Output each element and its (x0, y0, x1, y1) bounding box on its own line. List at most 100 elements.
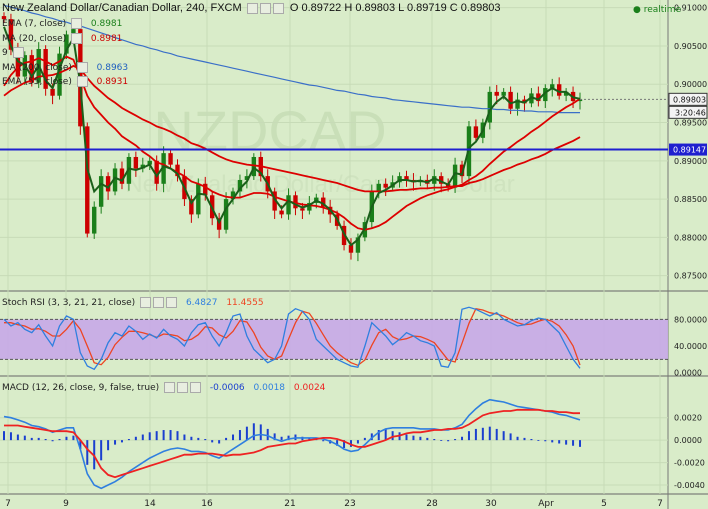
close-icon[interactable] (166, 297, 178, 308)
settings-icon[interactable] (71, 33, 83, 44)
candle-body (577, 99, 583, 102)
macd-histogram-bar (273, 433, 276, 441)
eye-icon[interactable] (246, 2, 258, 14)
candle-body (348, 245, 354, 253)
macd-tick-label: -0.0040 (674, 481, 705, 490)
close-icon[interactable] (190, 382, 202, 393)
macd-legend[interactable]: MACD (12, 26, close, 9, false, true) -0.… (2, 382, 325, 393)
ohlc-o-label: O (289, 2, 299, 14)
candle-body (50, 88, 55, 96)
macd-histogram-bar (100, 440, 103, 461)
macd-histogram-bar (336, 440, 339, 446)
macd-histogram-bar (37, 437, 40, 441)
macd-histogram-bar (558, 440, 561, 444)
candle-body (404, 176, 409, 180)
legend-ma200[interactable]: MA (200, close) 0.8963 (2, 62, 128, 73)
candle-body (8, 19, 14, 50)
macd-line (3, 398, 581, 490)
candle-body (196, 183, 201, 215)
stoch-d-line (4, 307, 581, 367)
realtime-label: realtime (643, 5, 682, 15)
legend-ema55[interactable]: EMA (55, close) 0.8931 (2, 76, 128, 87)
close-icon[interactable] (272, 2, 284, 14)
macd-histogram-bar (280, 436, 283, 441)
candle-body (515, 99, 520, 109)
macd-line-value: 0.0018 (253, 383, 286, 393)
price-tick-label: 0.87500 (674, 272, 707, 281)
legend-ema55-value: 0.8931 (96, 77, 129, 87)
macd-histogram-bar (377, 430, 380, 441)
legend-ema7-label: EMA (7, close) (2, 19, 67, 29)
macd-histogram-bar (23, 435, 26, 441)
candle-body (105, 176, 111, 192)
watermark-symbol: NZDCAD (153, 99, 386, 162)
hline-price-label: 0.89147 (673, 146, 706, 155)
settings-icon[interactable] (76, 76, 88, 87)
x-tick-label: 5 (601, 499, 607, 509)
settings-icon[interactable] (259, 2, 271, 14)
ohlc-h-value: 0.89803 (355, 2, 396, 14)
macd-histogram-bar (565, 440, 568, 445)
candle-body (244, 176, 250, 180)
macd-histogram-bar (79, 440, 82, 450)
candle-body (92, 206, 97, 234)
eye-icon[interactable] (140, 297, 152, 308)
candle-body (119, 168, 125, 184)
candle-body (43, 49, 48, 89)
candle-body (223, 199, 229, 230)
macd-histogram-bar (509, 433, 512, 441)
candle-body (64, 34, 69, 54)
macd-histogram-bar (481, 427, 484, 441)
legend-ma20[interactable]: MA (20, close) 0.8981 (2, 33, 122, 44)
macd-histogram-bar (169, 430, 172, 441)
price-tick-label: 0.91000 (674, 4, 707, 13)
settings-icon[interactable] (71, 18, 82, 29)
macd-histogram-bar (461, 436, 464, 441)
stoch-d-value: 11.4555 (226, 298, 264, 308)
ema55-line (3, 64, 581, 193)
macd-tick-label: -0.0020 (674, 459, 705, 468)
settings-icon[interactable] (153, 297, 165, 308)
ma200-line (3, 4, 580, 114)
candle-body (439, 176, 444, 184)
stoch-tick-label: 80.0000 (674, 315, 707, 324)
x-tick-label: 30 (485, 499, 497, 509)
candle-body (15, 49, 21, 77)
chart-header: New Zealand Dollar/Canadian Dollar, 240,… (2, 2, 501, 14)
candle-body (112, 168, 118, 192)
stoch-legend[interactable]: Stoch RSI (3, 3, 21, 21, close) 6.4827 1… (2, 297, 264, 308)
macd-histogram-bar (572, 440, 575, 446)
macd-histogram-bar (190, 436, 193, 441)
price-tick-label: 0.89000 (674, 157, 707, 166)
candle-body (536, 93, 541, 102)
macd-histogram-bar (176, 431, 179, 441)
macd-histogram-bar (204, 439, 207, 441)
price-tick-label: 0.90000 (674, 80, 707, 89)
macd-histogram-bar (419, 436, 422, 441)
macd-histogram-bar (114, 440, 117, 445)
candle-body (175, 164, 180, 177)
macd-hist-value: -0.0006 (209, 383, 245, 393)
settings-icon[interactable] (177, 382, 189, 393)
legend-third[interactable]: 9 (2, 47, 24, 58)
macd-histogram-bar (127, 439, 130, 441)
legend-ema7[interactable]: EMA (7, close) 0.8981 (2, 18, 122, 29)
candle-body (432, 176, 437, 184)
candle-body (494, 91, 499, 96)
macd-histogram-bar (502, 431, 505, 441)
price-tick-label: 0.88500 (674, 195, 707, 204)
x-tick-label: 7 (657, 499, 663, 509)
legend-ma20-value: 0.8981 (90, 34, 123, 44)
candle-body (133, 156, 139, 169)
macd-histogram-bar (384, 428, 387, 441)
settings-icon[interactable] (12, 47, 24, 58)
macd-histogram-bar (51, 440, 54, 442)
candle-body (140, 164, 145, 169)
candle-body (85, 126, 90, 234)
macd-histogram-bar (447, 440, 450, 442)
candle-body (376, 183, 381, 192)
candle-body (508, 91, 513, 109)
settings-icon[interactable] (76, 62, 88, 73)
eye-icon[interactable] (164, 382, 176, 393)
